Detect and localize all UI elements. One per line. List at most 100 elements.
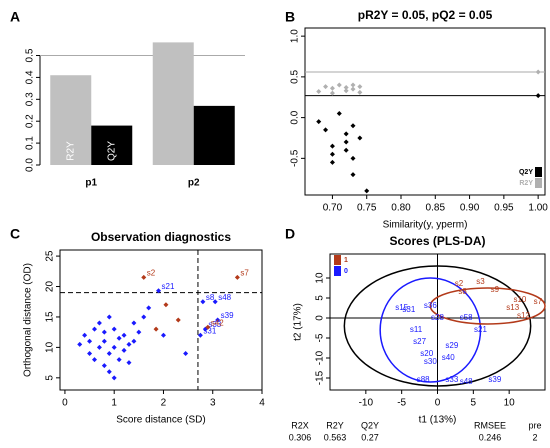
table-header: R2Y	[326, 420, 344, 430]
legend-label: Q2Y	[106, 141, 117, 161]
y-tick-label: 1.0	[290, 29, 301, 43]
x-tick-label: 0.85	[426, 203, 446, 214]
x-tick-label: p1	[85, 178, 97, 189]
y-tick-label: 25	[45, 250, 56, 262]
legend-swatch	[334, 255, 341, 265]
point-label: s20	[420, 349, 433, 358]
point	[96, 344, 102, 350]
point-label: s33	[445, 375, 458, 384]
table-header: pre	[528, 420, 541, 430]
legend-swatch	[535, 167, 542, 177]
point	[200, 299, 206, 305]
point	[77, 341, 83, 347]
point	[96, 320, 102, 326]
y-tick-label: 5	[315, 295, 326, 301]
table-cell: 2	[532, 432, 537, 442]
point	[131, 338, 137, 344]
table-cell: 0.563	[324, 432, 347, 442]
point-label: s30	[424, 357, 437, 366]
point	[350, 82, 356, 88]
point-label: s42	[211, 318, 224, 327]
confidence-ellipse	[343, 265, 532, 387]
point	[329, 90, 335, 96]
point-label: s21	[474, 325, 487, 334]
x-tick-label: 5	[471, 398, 477, 409]
y-tick-label: 0.5	[290, 69, 301, 83]
x-axis-label: Score distance (SD)	[116, 415, 205, 426]
x-tick-label: 2	[161, 398, 167, 409]
legend-label: R2Y	[65, 141, 76, 161]
point	[111, 344, 117, 350]
x-tick-label: 1	[111, 398, 117, 409]
y-tick-label: 0.3	[25, 92, 36, 106]
point-label: s3	[476, 277, 485, 286]
point	[91, 357, 97, 363]
legend-label: 0	[344, 268, 348, 275]
point	[153, 326, 159, 332]
point-label: s39	[488, 375, 501, 384]
point	[336, 111, 342, 117]
point	[87, 350, 93, 356]
point	[163, 302, 169, 308]
point	[343, 131, 349, 137]
legend-label: Q2Y	[519, 169, 533, 176]
y-tick-label: 0.0	[25, 158, 36, 172]
point	[350, 172, 356, 178]
point	[316, 119, 322, 125]
point	[111, 326, 117, 332]
point	[101, 338, 107, 344]
x-tick-label: 0.90	[460, 203, 480, 214]
point	[350, 86, 356, 92]
point	[357, 135, 363, 141]
point	[126, 360, 132, 366]
point	[116, 357, 122, 363]
y-tick-label: 10	[315, 272, 326, 284]
legend-swatch	[535, 178, 542, 188]
y-tick-label: 0.2	[25, 114, 36, 128]
point	[343, 139, 349, 145]
plot-frame	[59, 249, 263, 391]
point	[197, 332, 203, 338]
chart-title: pR2Y = 0.05, pQ2 = 0.05	[358, 8, 493, 22]
y-axis-label: Orthogonal distance (OD)	[23, 263, 34, 377]
point	[106, 369, 112, 375]
point-label: s8	[458, 287, 467, 296]
x-tick-label: 10	[504, 398, 516, 409]
point-label: s10	[513, 295, 526, 304]
bar	[152, 42, 194, 165]
point	[156, 288, 162, 294]
panel-letter: B	[285, 9, 295, 25]
confidence-ellipse	[429, 287, 546, 325]
x-axis-label: t1 (13%)	[419, 415, 457, 426]
point	[126, 341, 132, 347]
point-label: s31	[402, 305, 415, 314]
x-tick-label: 0.95	[494, 203, 514, 214]
point	[343, 147, 349, 153]
panel-letter: A	[10, 9, 20, 25]
x-tick-label: 0.80	[391, 203, 411, 214]
y-tick-label: 0	[315, 315, 326, 321]
panel-letter: D	[285, 226, 295, 242]
bar	[50, 75, 92, 165]
y-tick-label: -10	[315, 350, 326, 365]
point	[160, 332, 166, 338]
point	[323, 84, 329, 90]
point-label: s13	[506, 303, 519, 312]
point-label: s48	[218, 293, 231, 302]
point-label: s33	[208, 320, 221, 329]
point	[141, 274, 147, 280]
x-tick-label: 0	[435, 398, 441, 409]
point-label: s58	[460, 313, 473, 322]
point	[329, 85, 335, 91]
point	[357, 84, 363, 90]
y-tick-label: 10	[45, 341, 56, 353]
point	[323, 127, 329, 133]
point-label: s12	[517, 311, 530, 320]
x-tick-label: 0	[62, 398, 68, 409]
point	[183, 350, 189, 356]
y-tick-label: 0.5	[25, 48, 36, 62]
point	[205, 324, 211, 330]
bar	[91, 125, 133, 165]
point	[116, 335, 122, 341]
